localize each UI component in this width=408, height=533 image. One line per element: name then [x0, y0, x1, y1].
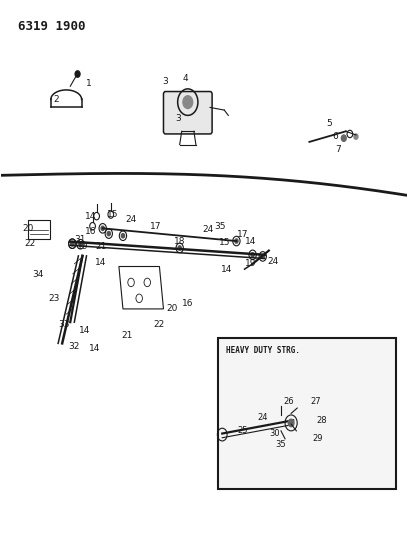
- Text: 6: 6: [333, 132, 339, 141]
- Text: 34: 34: [32, 270, 44, 279]
- Text: 16: 16: [182, 299, 193, 308]
- Circle shape: [71, 241, 74, 246]
- Text: 24: 24: [125, 215, 137, 224]
- Circle shape: [288, 419, 294, 426]
- Bar: [218, 338, 397, 489]
- Text: 25: 25: [237, 426, 248, 435]
- Text: 14: 14: [245, 237, 256, 246]
- Circle shape: [121, 233, 124, 238]
- Text: 7: 7: [335, 146, 341, 155]
- Text: 21: 21: [95, 242, 106, 251]
- Text: 15: 15: [219, 238, 230, 247]
- Text: 2: 2: [53, 95, 59, 104]
- Text: 14: 14: [79, 326, 90, 335]
- Circle shape: [79, 242, 82, 246]
- Text: 4: 4: [183, 74, 188, 83]
- Text: 17: 17: [150, 222, 161, 231]
- Text: 14: 14: [89, 344, 100, 353]
- Text: 14: 14: [95, 258, 106, 266]
- Text: 19: 19: [77, 243, 88, 252]
- Text: 20: 20: [166, 304, 177, 313]
- Circle shape: [75, 71, 80, 77]
- Text: 29: 29: [312, 434, 323, 443]
- Circle shape: [341, 135, 346, 141]
- Text: 20: 20: [22, 224, 33, 233]
- Text: HEAVY DUTY STRG.: HEAVY DUTY STRG.: [226, 346, 300, 355]
- Text: 22: 22: [24, 239, 35, 248]
- Circle shape: [261, 254, 264, 259]
- Text: 5: 5: [327, 119, 333, 128]
- Text: 3: 3: [163, 77, 169, 86]
- Text: 21: 21: [121, 331, 133, 340]
- Text: 35: 35: [215, 222, 226, 231]
- Text: 26: 26: [284, 397, 295, 406]
- Text: 28: 28: [316, 416, 327, 425]
- Text: 15: 15: [107, 210, 119, 219]
- Text: 27: 27: [310, 397, 321, 406]
- Text: 33: 33: [58, 320, 70, 329]
- Circle shape: [183, 96, 193, 109]
- Circle shape: [71, 241, 74, 246]
- FancyBboxPatch shape: [164, 92, 212, 134]
- Text: 23: 23: [49, 294, 60, 303]
- Circle shape: [235, 239, 238, 243]
- Text: 22: 22: [154, 320, 165, 329]
- Text: 35: 35: [276, 440, 286, 449]
- Text: 24: 24: [267, 257, 279, 265]
- Text: 3: 3: [175, 114, 180, 123]
- Text: 30: 30: [270, 429, 280, 438]
- Text: 24: 24: [257, 413, 268, 422]
- Bar: [28, 220, 50, 239]
- Circle shape: [251, 253, 254, 257]
- Text: 32: 32: [69, 342, 80, 351]
- Text: 6319 1900: 6319 1900: [18, 20, 85, 33]
- Text: 19: 19: [245, 260, 256, 268]
- Text: 14: 14: [221, 265, 232, 273]
- Text: 17: 17: [237, 230, 248, 239]
- Text: 24: 24: [202, 225, 214, 235]
- Text: 1: 1: [86, 79, 91, 88]
- Text: 14: 14: [85, 212, 96, 221]
- Text: 31: 31: [75, 236, 86, 245]
- Circle shape: [178, 246, 181, 250]
- Text: 18: 18: [174, 237, 186, 246]
- Circle shape: [107, 231, 111, 236]
- Circle shape: [101, 226, 104, 230]
- Text: 16: 16: [85, 227, 96, 236]
- Circle shape: [354, 134, 358, 139]
